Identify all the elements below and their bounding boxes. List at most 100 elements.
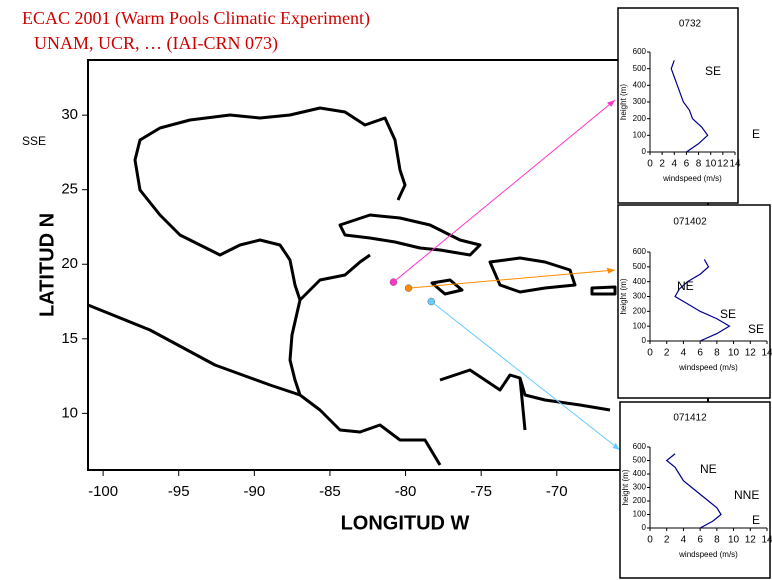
x-tick-label: 0 xyxy=(647,348,653,359)
wind-profile xyxy=(665,453,722,529)
links xyxy=(389,99,621,451)
x-tick-label: -85 xyxy=(319,483,341,500)
y-axis-label: LATITUD N xyxy=(36,213,58,317)
coastline xyxy=(87,106,611,466)
hispaniola xyxy=(488,256,577,294)
x-tick-label: 10 xyxy=(705,159,717,170)
y-tick-label: 400 xyxy=(633,469,647,478)
x-tick-label: 0 xyxy=(647,159,653,170)
x-tick-label: 14 xyxy=(729,159,741,170)
arrow-head xyxy=(606,100,615,107)
y-tick-label: 100 xyxy=(633,130,647,139)
y-tick-label: 400 xyxy=(633,277,647,286)
x-tick-label: 12 xyxy=(717,159,729,170)
y-axis-label: height (m) xyxy=(619,84,628,120)
inset-frame xyxy=(617,7,739,204)
arrow-head xyxy=(606,267,615,274)
y-tick-label: 600 xyxy=(633,442,647,451)
x-tick-label: 8 xyxy=(696,159,702,170)
x-tick-label: 2 xyxy=(664,535,670,546)
x-tick-label: 4 xyxy=(681,535,687,546)
map: LATITUD N LONGITUD W SSE -100 -95 -90 -85 -8… xyxy=(22,59,709,534)
y-tick-label: 0 xyxy=(642,147,647,156)
y-tick-label: 30 xyxy=(61,106,78,123)
x-tick-label: -100 xyxy=(88,483,118,500)
station xyxy=(389,278,398,286)
title: ECAC 2001 (Warm Pools Climatic Experimen… xyxy=(22,8,370,29)
jamaica xyxy=(430,278,464,296)
x-tick-label: -80 xyxy=(395,483,417,500)
y-tick-label: 0 xyxy=(642,523,647,532)
y-tick-label: 100 xyxy=(633,510,647,519)
station xyxy=(404,284,413,292)
y-axis-label: height (m) xyxy=(619,278,628,314)
subtitle: UNAM, UCR, … (IAI-CRN 073) xyxy=(34,33,278,54)
y-tick-label: 200 xyxy=(633,114,647,123)
y-tick-label: 15 xyxy=(61,330,78,347)
y-tick-label: 300 xyxy=(633,483,647,492)
wind-profile xyxy=(674,259,731,342)
direction-label: SE xyxy=(705,64,721,78)
direction-label: SE xyxy=(720,307,736,321)
x-tick-label: 14 xyxy=(761,348,772,359)
inset-frame xyxy=(619,401,771,579)
y-tick-label: 500 xyxy=(633,64,647,73)
x-tick-label: 8 xyxy=(714,348,720,359)
inset-title: 071412 xyxy=(673,413,707,424)
link-arrow xyxy=(430,301,621,451)
x-tick-label: 6 xyxy=(697,348,703,359)
y-tick-label: 200 xyxy=(633,496,647,505)
annotation: SSE xyxy=(22,134,46,148)
y-tick-label: 25 xyxy=(61,181,78,198)
y-tick-label: 20 xyxy=(61,255,78,272)
direction-label: NE xyxy=(700,462,717,476)
x-tick-label: -75 xyxy=(470,483,492,500)
x-tick-label: 12 xyxy=(745,348,757,359)
link-arrow xyxy=(393,99,616,283)
y-axis-label: height (m) xyxy=(621,469,630,505)
x-tick-label: 6 xyxy=(697,535,703,546)
direction-label: E xyxy=(752,127,760,141)
y-tick-label: 500 xyxy=(633,262,647,271)
direction-label: NE xyxy=(677,279,694,293)
y-tick-label: 500 xyxy=(633,456,647,465)
x-tick-label: 8 xyxy=(714,535,720,546)
station xyxy=(427,297,436,306)
x-tick-label: 10 xyxy=(728,535,740,546)
x-tick-label: -70 xyxy=(546,483,568,500)
y-tick-label: 10 xyxy=(61,404,78,421)
x-tick-label: 12 xyxy=(745,535,757,546)
x-tick-label: 2 xyxy=(659,159,665,170)
x-tick-label: 14 xyxy=(761,535,772,546)
x-axis-label: windspeed (m/s) xyxy=(678,363,738,372)
arrow-head xyxy=(612,442,620,450)
x-tick-label: 6 xyxy=(684,159,690,170)
puerto-rico xyxy=(590,285,617,296)
y-tick-label: 600 xyxy=(633,47,647,56)
y-tick-label: 200 xyxy=(633,306,647,315)
x-tick-label: 0 xyxy=(647,535,653,546)
x-tick-label: 4 xyxy=(681,348,687,359)
y-tick-label: 300 xyxy=(633,292,647,301)
y-tick-label: 300 xyxy=(633,97,647,106)
direction-label: SE xyxy=(748,322,764,336)
x-tick-label: -95 xyxy=(168,483,190,500)
x-tick-label: 10 xyxy=(728,348,740,359)
direction-label: NNE xyxy=(734,488,759,502)
y-tick-label: 100 xyxy=(633,321,647,330)
x-axis-label: windspeed (m/s) xyxy=(662,174,722,183)
y-tick-label: 0 xyxy=(642,336,647,345)
link-arrow xyxy=(408,269,616,289)
x-tick-label: 2 xyxy=(664,348,670,359)
inset-frame xyxy=(617,204,771,399)
direction-label: E xyxy=(752,513,760,527)
wind-profile xyxy=(670,60,709,153)
inset-title: 0732 xyxy=(679,19,702,30)
y-tick-label: 400 xyxy=(633,80,647,89)
x-axis-label: LONGITUD W xyxy=(341,512,470,534)
